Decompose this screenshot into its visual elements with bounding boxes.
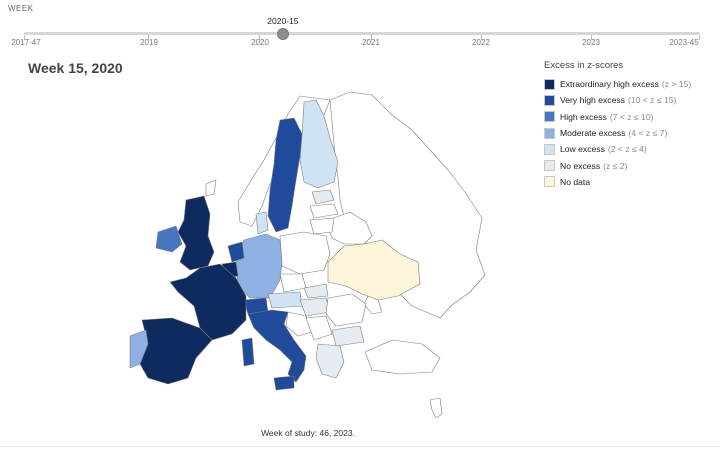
legend-range: (2 < z ≤ 4): [607, 144, 647, 155]
legend-label: High excess: [560, 111, 607, 122]
country-latvia[interactable]: [309, 203, 339, 219]
divider: [0, 446, 720, 447]
slider-tick-2019: [148, 35, 149, 40]
legend-range: (z ≤ 2): [603, 160, 628, 171]
slider-end-label: 2023-45: [669, 38, 699, 47]
legend-label: Extraordinary high excess: [560, 79, 659, 90]
country-sardinia[interactable]: [241, 337, 255, 367]
legend-label: Very high excess: [560, 95, 625, 106]
legend-item-no-data[interactable]: No data: [544, 174, 720, 190]
legend-title: Excess in z-scores: [544, 60, 624, 71]
slider-start-label: 2017-47: [11, 38, 41, 47]
country-finland[interactable]: [299, 99, 339, 189]
map-title: Week 15, 2020: [28, 60, 123, 76]
country-cyprus[interactable]: [429, 397, 443, 419]
slider-tick-2021: [371, 35, 372, 40]
country-greece[interactable]: [315, 343, 345, 379]
slider-tick-end: [699, 35, 700, 40]
slider-current-label: 2020-15: [267, 16, 299, 26]
legend-label: No data: [560, 176, 591, 187]
slider-tick-start: [24, 35, 25, 40]
slider-tick-2023: [591, 35, 592, 40]
slider-year-label: 2021: [362, 38, 380, 47]
country-lithuania[interactable]: [309, 217, 335, 235]
country-italy[interactable]: [247, 309, 307, 383]
country-estonia[interactable]: [311, 189, 335, 205]
legend-swatch: [544, 160, 555, 172]
slider-year-label: 2022: [472, 38, 490, 47]
country-portugal[interactable]: [129, 329, 149, 369]
legend-label: Moderate excess: [560, 128, 626, 139]
legend-swatch: [544, 127, 555, 139]
country-serbia[interactable]: [305, 315, 333, 341]
country-sweden[interactable]: [267, 117, 303, 233]
legend-swatch: [544, 111, 555, 123]
country-romania[interactable]: [325, 293, 367, 327]
country-croatia[interactable]: [285, 311, 313, 337]
country-czechia[interactable]: [279, 273, 307, 293]
country-austria[interactable]: [267, 291, 303, 309]
country-moldova[interactable]: [363, 295, 383, 315]
slider-handle[interactable]: [276, 28, 289, 40]
legend-label: No excess: [560, 160, 601, 171]
country-netherlands[interactable]: [227, 241, 245, 263]
country-iceland[interactable]: [205, 179, 217, 197]
country-germany[interactable]: [235, 233, 283, 299]
legend-item-high[interactable]: High excess (7 < z ≤ 10): [544, 109, 720, 125]
country-sicily[interactable]: [273, 375, 295, 391]
legend-item-no-excess[interactable]: No excess (z ≤ 2): [544, 157, 720, 173]
slider-tick-2022: [481, 35, 482, 40]
slider-tick-2020: [259, 35, 260, 40]
legend-item-moderate[interactable]: Moderate excess (4 < z ≤ 7): [544, 125, 720, 141]
slider-year-label: 2020: [251, 38, 269, 47]
country-poland[interactable]: [279, 231, 331, 275]
legend-swatch: [544, 78, 555, 90]
legend-item-extraordinary[interactable]: Extraordinary high excess (z > 15): [544, 76, 720, 92]
europe-choropleth-map: [129, 91, 486, 419]
country-ireland[interactable]: [155, 225, 183, 253]
country-denmark[interactable]: [255, 211, 269, 235]
timeline-label: WEEK: [8, 4, 34, 13]
legend-item-low[interactable]: Low excess (2 < z ≤ 4): [544, 141, 720, 157]
footnote: Week of study: 46, 2023.: [261, 428, 355, 438]
country-hungary[interactable]: [299, 297, 331, 317]
slider-track[interactable]: [24, 32, 700, 35]
country-ukraine[interactable]: [327, 239, 421, 301]
legend-swatch: [544, 176, 555, 188]
country-turkey[interactable]: [364, 339, 441, 375]
slider-year-label: 2019: [140, 38, 158, 47]
week-timeline-slider[interactable]: 2017-47 2019 2020 2021 2022 2023 2023-45…: [0, 14, 720, 52]
country-united-kingdom[interactable]: [177, 195, 215, 271]
legend-range: (7 < z ≤ 10): [609, 111, 654, 122]
legend-label: Low excess: [560, 144, 605, 155]
legend-swatch: [544, 94, 555, 106]
legend-range: (4 < z ≤ 7): [628, 128, 668, 139]
legend-swatch: [544, 143, 555, 155]
map-legend: Excess in z-scores Extraordinary high ex…: [544, 60, 720, 190]
country-bulgaria[interactable]: [331, 325, 365, 347]
legend-range: (z > 15): [661, 79, 692, 90]
slider-year-label: 2023: [582, 38, 600, 47]
legend-item-very-high[interactable]: Very high excess (10 < z ≤ 15): [544, 92, 720, 108]
country-slovakia[interactable]: [303, 283, 329, 299]
legend-range: (10 < z ≤ 15): [627, 95, 677, 106]
